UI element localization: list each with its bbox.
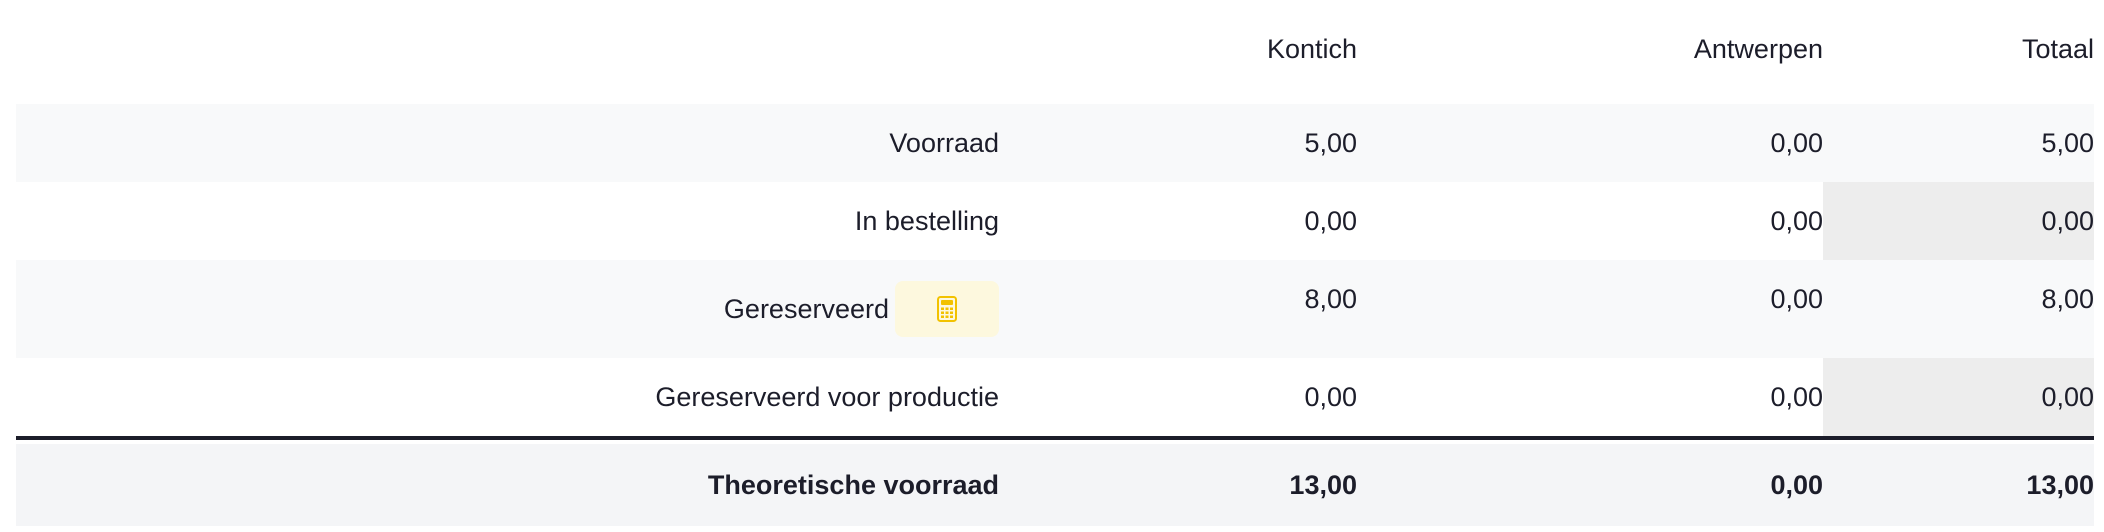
cell-antwerpen: 0,00 (1770, 381, 1823, 412)
table-row-voorraad: Voorraad 5,00 0,00 5,00 (16, 104, 2094, 182)
cell-kontich: 8,00 (999, 260, 1357, 358)
cell-totaal: 5,00 (1823, 104, 2094, 182)
calculator-icon (937, 296, 957, 322)
cell-kontich: 0,00 (1304, 205, 1357, 236)
row-label: In bestelling (854, 205, 999, 236)
calculator-button[interactable] (895, 281, 999, 337)
reserved-label-group: Gereserveerd (724, 281, 999, 337)
table-row-gereserveerd: Gereserveerd (16, 260, 2094, 358)
total-totaal: 13,00 (1823, 444, 2094, 526)
total-row: Theoretische voorraad 13,00 0,00 13,00 (16, 444, 2094, 526)
header-kontich: Kontich (1266, 33, 1357, 64)
header-row: Kontich Antwerpen Totaal (16, 0, 2094, 104)
cell-antwerpen: 0,00 (1357, 260, 1823, 358)
total-separator-line (16, 436, 2094, 440)
header-label (16, 0, 999, 104)
stock-table-container: Kontich Antwerpen Totaal Voorraad 5,00 0… (16, 0, 2094, 526)
total-label: Theoretische voorraad (16, 444, 999, 526)
row-label-cell: Gereserveerd (16, 260, 999, 358)
row-label: Gereserveerd voor productie (655, 381, 999, 412)
cell-antwerpen: 0,00 (1770, 205, 1823, 236)
stock-overview-table: Kontich Antwerpen Totaal Voorraad 5,00 0… (16, 0, 2094, 526)
cell-totaal: 0,00 (1823, 182, 2094, 260)
cell-kontich: 5,00 (999, 104, 1357, 182)
cell-totaal: 8,00 (1823, 260, 2094, 358)
cell-totaal: 0,00 (1823, 358, 2094, 437)
row-label: Voorraad (16, 104, 999, 182)
table-row-gereserveerd-voor-productie: Gereserveerd voor productie 0,00 0,00 0,… (16, 358, 2094, 437)
cell-kontich: 0,00 (1304, 381, 1357, 412)
cell-antwerpen: 0,00 (1357, 104, 1823, 182)
header-antwerpen: Antwerpen (1693, 33, 1823, 64)
table-row-in-bestelling: In bestelling 0,00 0,00 0,00 (16, 182, 2094, 260)
row-label: Gereserveerd (723, 293, 889, 324)
total-antwerpen: 0,00 (1357, 444, 1823, 526)
total-kontich: 13,00 (999, 444, 1357, 526)
header-totaal: Totaal (2021, 33, 2094, 64)
